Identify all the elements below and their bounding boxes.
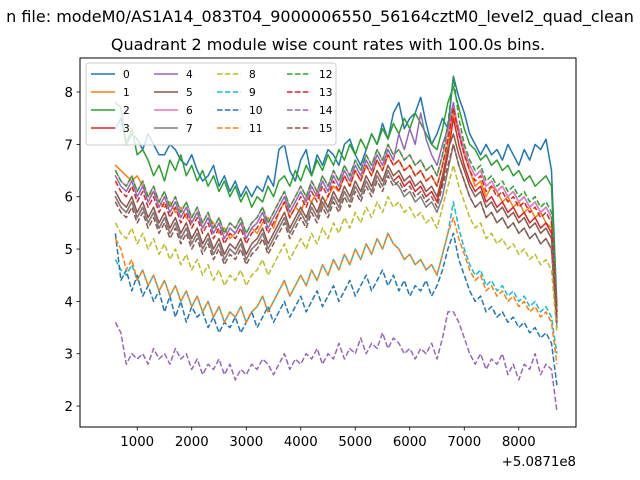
- series-line-0: [114, 75, 558, 308]
- series-line-10: [114, 232, 558, 386]
- y-tick-label-2: 2: [65, 400, 73, 415]
- legend-label-8: 8: [249, 69, 256, 81]
- series-line-15: [114, 143, 558, 323]
- suptitle: n file: modeM0/AS1A14_083T04_9000006550_…: [6, 7, 634, 27]
- chart-title: Quadrant 2 module wise count rates with …: [111, 35, 545, 54]
- y-tick-label-4: 4: [65, 295, 73, 310]
- axis-layer: 1000 2000 3000 4000 5000 6000 7000 8000 2 3 4 5 6 7 8: [65, 86, 536, 450]
- x-tick-label-2000: 2000: [175, 435, 209, 450]
- y-tick-label-8: 8: [65, 86, 73, 101]
- x-tick-label-8000: 8000: [502, 435, 536, 450]
- legend-label-7: 7: [186, 123, 193, 135]
- x-tick-label-6000: 6000: [393, 435, 427, 450]
- series-line-8: [114, 164, 558, 333]
- legend-label-0: 0: [123, 69, 130, 81]
- y-tick-label-5: 5: [65, 243, 73, 258]
- x-tick-label-4000: 4000: [284, 435, 318, 450]
- series-layer: [114, 75, 558, 412]
- series-line-14: [114, 311, 558, 412]
- x-tick-label-7000: 7000: [447, 435, 481, 450]
- x-tick-label-3000: 3000: [229, 435, 263, 450]
- legend-label-5: 5: [186, 87, 193, 99]
- series-line-2: [114, 86, 558, 318]
- legend-label-3: 3: [123, 123, 130, 135]
- plot-frame: [79, 57, 577, 428]
- legend-label-6: 6: [186, 105, 193, 117]
- legend-label-4: 4: [186, 69, 193, 81]
- x-tick-label-1000: 1000: [120, 435, 154, 450]
- legend-label-9: 9: [249, 87, 256, 99]
- legend-label-13: 13: [319, 87, 332, 99]
- y-tick-label-7: 7: [65, 138, 73, 153]
- legend-label-12: 12: [319, 69, 332, 81]
- series-line-5: [114, 133, 558, 324]
- x-tick-label-5000: 5000: [338, 435, 372, 450]
- legend-label-11: 11: [249, 123, 262, 135]
- legend-label-2: 2: [123, 105, 130, 117]
- series-line-12: [114, 75, 558, 307]
- series-line-11: [114, 216, 558, 365]
- legend-label-1: 1: [123, 87, 130, 99]
- legend-box: [85, 62, 337, 146]
- series-line-1: [114, 112, 558, 313]
- y-tick-label-3: 3: [65, 348, 73, 363]
- x-offset-label: +5.0871e8: [502, 455, 576, 470]
- legend-label-14: 14: [319, 105, 333, 117]
- series-line-13: [114, 106, 558, 312]
- y-tick-label-6: 6: [65, 191, 73, 206]
- legend-label-10: 10: [249, 105, 263, 117]
- legend-label-15: 15: [319, 123, 332, 135]
